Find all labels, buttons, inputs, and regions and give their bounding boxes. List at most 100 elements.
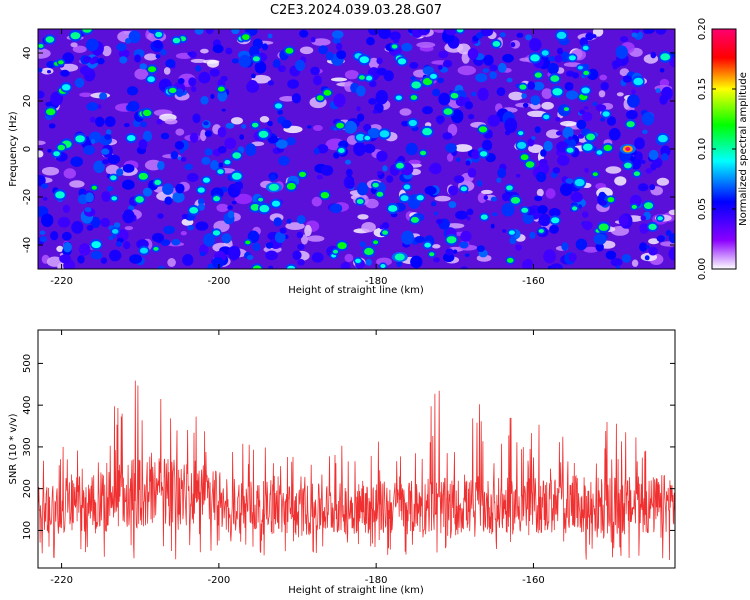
heatmap-cell <box>90 251 103 260</box>
heatmap-cell <box>643 29 651 34</box>
heatmap-cell <box>376 191 384 197</box>
heatmap-cell <box>72 45 87 53</box>
heatmap-cell <box>435 115 445 124</box>
heatmap-cell <box>519 84 527 90</box>
heatmap-cell <box>446 153 454 162</box>
heatmap-cell <box>606 116 617 126</box>
heatmap-cell <box>48 123 56 129</box>
heatmap-cell <box>396 162 404 169</box>
heatmap-cell <box>210 94 215 99</box>
heatmap-cell <box>258 130 269 138</box>
heatmap-cell <box>480 214 488 220</box>
heatmap-cell <box>395 95 402 101</box>
heatmap-cell <box>615 45 628 59</box>
heatmap-cell <box>490 223 495 229</box>
heatmap-cell <box>46 108 56 116</box>
heatmap-cell <box>453 144 473 152</box>
heatmap-cell <box>549 224 559 234</box>
heatmap-cell <box>147 76 155 83</box>
heatmap-cell <box>391 44 398 49</box>
heatmap-cell <box>212 230 221 236</box>
heatmap-cell <box>285 47 294 54</box>
figure-title: C2E3.2024.039.03.28.G07 <box>270 3 442 18</box>
heatmap-cell <box>279 227 287 234</box>
heatmap-cell <box>451 109 464 124</box>
heatmap-cell <box>265 242 274 249</box>
heatmap-cell <box>268 265 274 269</box>
heatmap-cell <box>555 117 561 122</box>
heatmap-cell <box>631 204 637 209</box>
heatmap-cell <box>668 233 675 244</box>
heatmap-cell <box>541 50 549 56</box>
heatmap-cell <box>250 204 260 211</box>
heatmap-cell <box>344 70 359 80</box>
heatmap-cell <box>596 150 603 155</box>
heatmap-cell <box>192 113 201 124</box>
heatmap-cell <box>477 192 487 204</box>
heatmap-cell <box>204 148 213 156</box>
heatmap-cell <box>125 38 132 44</box>
heatmap-cell <box>364 247 374 256</box>
heatmap-cell <box>644 255 650 261</box>
heatmap-cell <box>442 132 453 140</box>
heatmap-cell <box>307 235 325 242</box>
heatmap-cell <box>171 238 181 246</box>
heatmap-cell <box>297 243 305 250</box>
snr-y-tick-label: 100 <box>22 521 33 540</box>
heatmap-cell <box>227 245 241 261</box>
heatmap-cell <box>89 116 96 123</box>
heatmap-cell <box>38 68 43 73</box>
heatmap-cell <box>268 135 279 143</box>
heatmap-cell <box>186 172 199 182</box>
heatmap-cell <box>619 36 629 43</box>
heatmap-x-tick-label: -180 <box>365 276 388 287</box>
heatmap-cell <box>353 141 366 157</box>
heatmap-cell <box>115 241 122 247</box>
heatmap-cell <box>507 257 514 263</box>
heatmap-cell <box>142 187 153 197</box>
heatmap-cell <box>63 168 76 179</box>
heatmap-cell <box>648 149 659 161</box>
heatmap-cell <box>633 171 641 176</box>
heatmap-cell <box>175 183 185 194</box>
heatmap-cell <box>99 92 108 100</box>
heatmap-cell <box>231 200 237 205</box>
heatmap-cell <box>127 101 140 112</box>
heatmap-cell <box>583 246 599 253</box>
snr-y-tick-label: 200 <box>22 479 33 498</box>
heatmap-cell <box>356 106 361 112</box>
heatmap-cell <box>528 144 544 153</box>
heatmap-cell <box>38 48 51 59</box>
heatmap-cell <box>602 111 610 117</box>
heatmap-cell <box>127 135 136 142</box>
heatmap-cell <box>213 196 221 202</box>
heatmap-cell <box>167 258 176 267</box>
heatmap-cell <box>429 252 435 257</box>
heatmap-cell <box>212 257 224 269</box>
heatmap-cell <box>639 223 649 234</box>
heatmap-cell <box>252 56 260 62</box>
heatmap-cell <box>445 143 457 153</box>
heatmap-cell <box>649 184 656 191</box>
heatmap-cell <box>156 119 163 125</box>
heatmap-cell <box>376 57 383 65</box>
heatmap-cell <box>123 241 131 250</box>
heatmap-cell <box>285 222 305 231</box>
heatmap-cell <box>548 208 561 217</box>
heatmap-cell <box>661 153 669 161</box>
heatmap-cell <box>438 50 449 59</box>
heatmap-cell <box>273 217 283 227</box>
heatmap-cell <box>287 79 299 89</box>
heatmap-cell <box>577 65 584 70</box>
heatmap-cell <box>247 255 254 260</box>
heatmap-cell <box>307 125 312 129</box>
heatmap-cell <box>600 81 609 91</box>
heatmap-cell <box>138 139 148 150</box>
colorbar-tick-label: 0.00 <box>697 258 708 280</box>
heatmap-cell <box>316 174 323 180</box>
heatmap-cell <box>172 191 185 203</box>
heatmap-cell <box>336 42 343 51</box>
heatmap-cell <box>475 73 488 83</box>
heatmap-cell <box>639 242 648 252</box>
